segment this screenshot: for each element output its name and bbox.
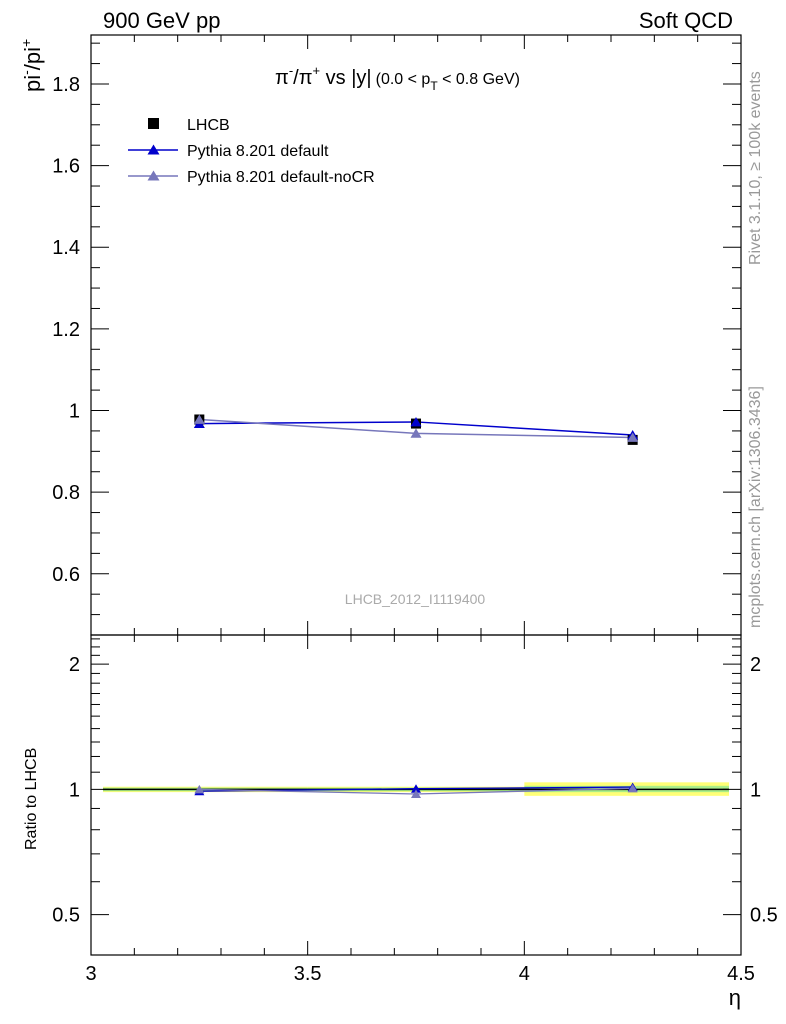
y-tick-label-main: 1.8	[52, 74, 80, 96]
x-tick-label: 3	[85, 963, 96, 985]
title-e: < 0.8 GeV)	[438, 71, 520, 88]
y-tick-label-main: 1	[69, 401, 80, 423]
header-left: 900 GeV pp	[103, 8, 220, 33]
title-b-sup: +	[313, 63, 321, 78]
y-tick-label-main: 1.4	[52, 237, 80, 259]
title-c: vs |y|	[320, 67, 372, 89]
ylabel-mid: /pi	[20, 47, 45, 70]
y-tick-label-ratio-right: 2	[750, 654, 761, 676]
mcplots-label: mcplots.cern.ch [arXiv:1306.3436]	[747, 386, 764, 628]
ratio-panel-frame	[90, 634, 742, 956]
y-tick-label-ratio: 2	[69, 654, 80, 676]
y-tick-label-ratio: 1	[69, 779, 80, 801]
main-title: π-/π+ vs |y| (0.0 < pT < 0.8 GeV)	[275, 63, 520, 93]
main-ylabel: pi-/pi+	[18, 39, 45, 92]
y-tick-label-ratio-right: 0.5	[750, 905, 778, 927]
main-point-2	[410, 428, 422, 438]
y-tick-label-main: 1.2	[52, 319, 80, 341]
main-point-1	[410, 416, 422, 427]
legend-label-nocr: Pythia 8.201 default-noCR	[187, 169, 375, 186]
ratio-point-1	[627, 783, 638, 793]
title-a: π	[275, 67, 289, 89]
axes: 3 3.5 4 4.5 0.6 0.8 1 1.2 1.4 1.6 1.8 0.5 0.5 1 1 2 2	[52, 35, 778, 985]
y-tick-label-ratio-right: 1	[750, 779, 761, 801]
main-point-2	[193, 414, 205, 424]
analysis-watermark: LHCB_2012_I1119400	[345, 591, 486, 607]
x-tick-label: 4	[519, 963, 530, 985]
x-tick-label: 3.5	[294, 963, 322, 985]
header-right: Soft QCD	[639, 8, 733, 33]
title-b: /π	[293, 67, 312, 89]
main-point-2	[627, 432, 639, 442]
ratio-ylabel: Ratio to LHCB	[23, 748, 40, 850]
y-tick-label-main: 1.6	[52, 156, 80, 178]
title-d: (0.0 < p	[376, 71, 431, 88]
x-axis-label: η	[729, 985, 741, 1010]
y-tick-label-ratio: 0.5	[52, 905, 80, 927]
title-a-sup: -	[289, 63, 293, 78]
rivet-label: Rivet 3.1.10, ≥ 100k events	[747, 71, 764, 265]
ylabel-sup1: -	[18, 70, 34, 75]
legend: LHCB Pythia 8.201 default Pythia 8.201 d…	[128, 117, 375, 186]
legend-marker-lhcb	[148, 118, 159, 129]
ylabel-sup2: +	[18, 39, 34, 47]
legend-label-lhcb: LHCB	[187, 117, 230, 134]
ratio-point-1	[411, 789, 421, 798]
legend-marker-default	[147, 144, 160, 155]
x-tick-label: 4.5	[727, 963, 755, 985]
ratio-point-0	[411, 784, 421, 793]
legend-label-default: Pythia 8.201 default	[187, 143, 329, 160]
title-d-sub: T	[430, 79, 438, 93]
legend-marker-nocr	[147, 170, 160, 181]
chart-marks	[193, 414, 639, 798]
ylabel-base: pi	[20, 75, 45, 92]
y-tick-label-main: 0.6	[52, 564, 80, 586]
ratio-point-1	[194, 784, 205, 794]
y-tick-label-main: 0.8	[52, 482, 80, 504]
